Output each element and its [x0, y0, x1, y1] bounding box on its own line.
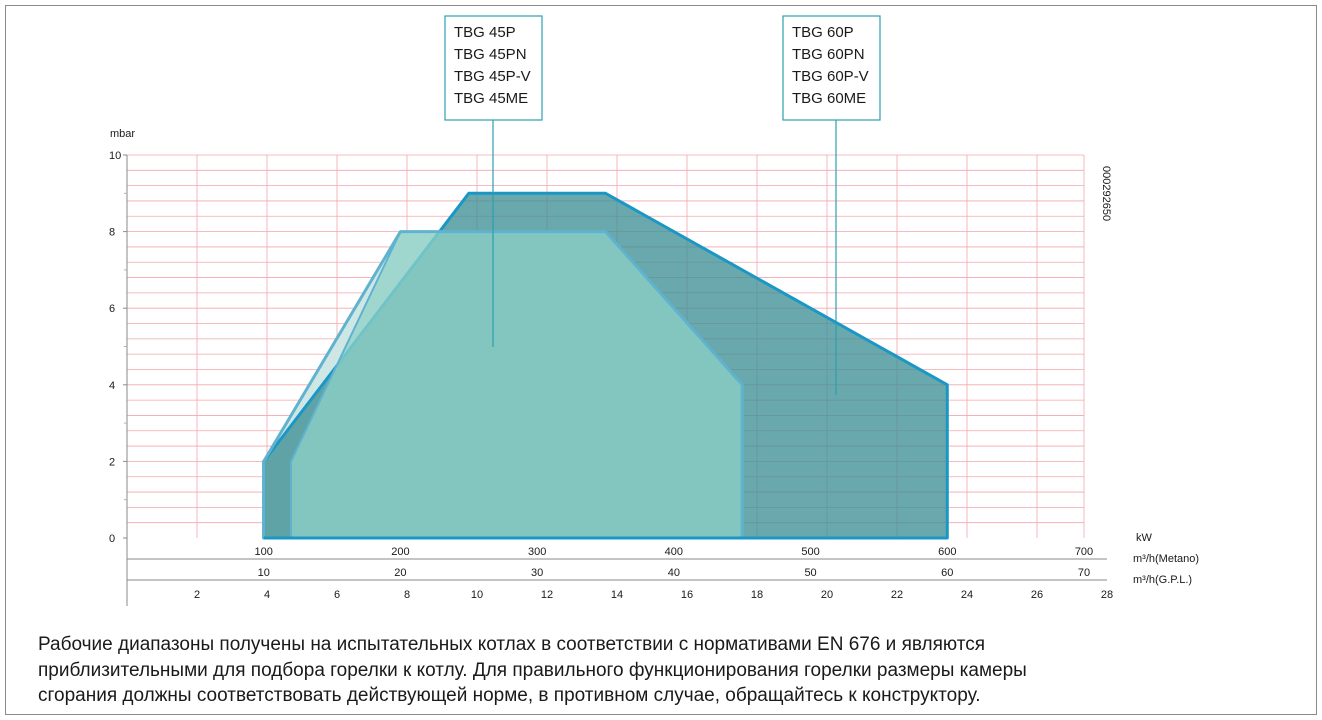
x-axis-label-gpl: m³/h(G.P.L.)	[1133, 574, 1192, 586]
tbg60-label: TBG 60P-V	[792, 68, 869, 85]
x-tick-label-gpl: 14	[611, 589, 623, 601]
y-tick-label: 6	[109, 303, 115, 315]
tbg45-box	[444, 15, 543, 121]
x-tick-label-gpl: 8	[404, 589, 410, 601]
tbg45-label: TBG 45ME	[454, 90, 528, 107]
chart-frame: mbar 0 2 4 6 8 10 100 200 300 400 500 600 700 10 20 30 40…	[5, 5, 1317, 715]
y-tick-label: 0	[109, 533, 115, 545]
x-tick-label-gpl: 6	[334, 589, 340, 601]
y-tick-label: 2	[109, 456, 115, 468]
x-tick-label-gpl: 24	[961, 589, 973, 601]
drawing-code: 000292650	[1100, 166, 1112, 221]
x-tick-label-kw: 500	[801, 546, 819, 558]
x-tick-label-gpl: 22	[891, 589, 903, 601]
x-tick-label-metano: 40	[668, 567, 680, 579]
x-tick-label-metano: 10	[258, 567, 270, 579]
y-tick-label: 8	[109, 227, 115, 239]
tbg45-label: TBG 45P-V	[454, 68, 531, 85]
x-tick-label-kw: 200	[391, 546, 409, 558]
tbg45-label: TBG 45P	[454, 24, 516, 41]
x-tick-label-kw: 700	[1075, 546, 1093, 558]
x-tick-label-gpl: 18	[751, 589, 763, 601]
tbg60-box	[782, 15, 881, 121]
x-tick-label-gpl: 10	[471, 589, 483, 601]
tbg45-label: TBG 45PN	[454, 46, 527, 63]
x-tick-label-gpl: 12	[541, 589, 553, 601]
x-axis-label-metano: m³/h(Metano)	[1133, 553, 1199, 565]
tbg60-label: TBG 60P	[792, 24, 854, 41]
x-tick-label-kw: 300	[528, 546, 546, 558]
x-tick-label-gpl: 16	[681, 589, 693, 601]
y-tick-label: 10	[109, 150, 121, 162]
footnote: Рабочие диапазоны получены на испытатель…	[38, 634, 1027, 706]
x-axis-label-kw: kW	[1136, 532, 1153, 544]
tbg60-label: TBG 60ME	[792, 90, 866, 107]
x-tick-label-gpl: 4	[264, 589, 270, 601]
x-tick-label-metano: 50	[804, 567, 816, 579]
x-tick-label-gpl: 26	[1031, 589, 1043, 601]
tbg60-label: TBG 60PN	[792, 46, 865, 63]
x-tick-label-kw: 600	[938, 546, 956, 558]
x-tick-label-gpl: 20	[821, 589, 833, 601]
x-tick-label-metano: 30	[531, 567, 543, 579]
x-tick-label-metano: 60	[941, 567, 953, 579]
x-tick-label-metano: 70	[1078, 567, 1090, 579]
x-tick-label-metano: 20	[394, 567, 406, 579]
y-tick-label: 4	[109, 380, 115, 392]
x-tick-label-gpl: 2	[194, 589, 200, 601]
x-tick-label-kw: 100	[255, 546, 273, 558]
x-tick-label-gpl: 28	[1101, 589, 1113, 601]
x-tick-label-kw: 400	[665, 546, 683, 558]
y-axis-unit: mbar	[110, 128, 135, 140]
